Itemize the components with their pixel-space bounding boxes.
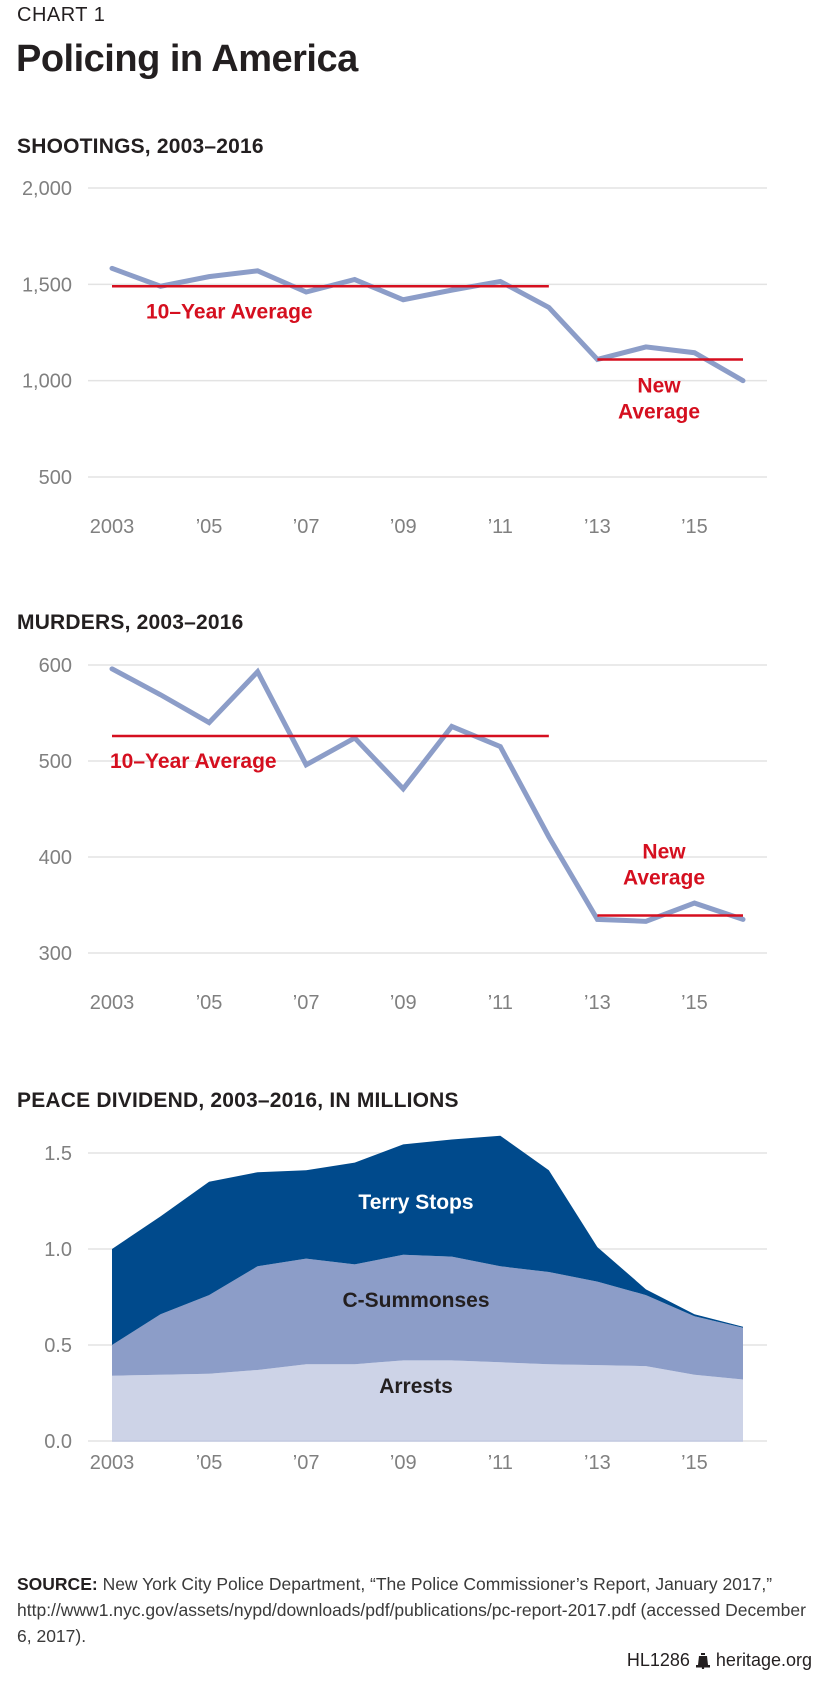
- shootings-chart: 2,000 1,500 1,000 500 2003 ’05 ’07 ’09 ’11 ’13 ’15…: [22, 178, 767, 538]
- source-note: SOURCE: New York City Police Department,…: [17, 1571, 807, 1649]
- arrests-label: Arrests: [379, 1375, 453, 1398]
- x-tick-label: ’11: [488, 1452, 513, 1474]
- series-line: [109, 265, 746, 384]
- x-tick-label: ’05: [196, 1452, 223, 1474]
- chart-eyebrow: CHART 1: [17, 4, 106, 26]
- y-tick-label: 600: [39, 655, 72, 677]
- ten-year-average-label: 10–Year Average: [110, 750, 277, 773]
- murders-chart: 600 500 400 300 2003 ’05 ’07 ’09 ’11 ’13 ’15 10–Yea…: [39, 655, 767, 1014]
- y-tick-label: 1,000: [22, 371, 72, 393]
- new-average-label-line: New: [637, 374, 681, 397]
- x-tick-label: ’11: [488, 516, 513, 538]
- c-summonses-area: [112, 1254, 743, 1380]
- x-tick-label: 2003: [90, 1452, 135, 1474]
- page-title: Policing in America: [16, 38, 358, 80]
- y-tick-label: 0.0: [44, 1431, 72, 1453]
- x-tick-label: ’09: [390, 516, 417, 538]
- murders-chart-title: MURDERS, 2003–2016: [17, 611, 244, 634]
- shootings-chart-title: SHOOTINGS, 2003–2016: [17, 135, 264, 158]
- x-tick-label: ’09: [390, 992, 417, 1014]
- new-average-label-line: Average: [618, 400, 700, 423]
- y-tick-label: 1,500: [22, 274, 72, 296]
- source-label: SOURCE:: [17, 1574, 98, 1594]
- x-tick-label: ’07: [293, 992, 320, 1014]
- report-code: HL1286: [626, 1650, 690, 1670]
- y-tick-label: 500: [39, 467, 72, 489]
- arrests-area: [112, 1360, 743, 1441]
- x-tick-label: 2003: [90, 516, 135, 538]
- x-tick-label: 2003: [90, 992, 135, 1014]
- x-tick-label: ’07: [293, 1452, 320, 1474]
- x-tick-label: ’07: [293, 516, 320, 538]
- peace-dividend-chart: 1.5 1.0 0.5 0.0 2003 ’05 ’07 ’09 ’11 ’13 ’15 Terry …: [44, 1135, 767, 1474]
- peace-dividend-chart-title: PEACE DIVIDEND, 2003–2016, IN MILLIONS: [17, 1089, 459, 1112]
- footer: HL1286 heritage.org: [627, 1650, 812, 1671]
- new-average-label: New Average: [618, 374, 700, 423]
- y-tick-label: 300: [39, 943, 72, 965]
- y-tick-label: 0.5: [44, 1335, 72, 1357]
- y-tick-label: 500: [39, 751, 72, 773]
- x-tick-label: ’09: [390, 1452, 417, 1474]
- x-tick-label: ’13: [584, 1452, 611, 1474]
- terry-stops-area: [112, 1135, 743, 1345]
- x-tick-label: ’15: [681, 516, 708, 538]
- new-average-label: New Average: [623, 841, 705, 890]
- x-tick-label: ’15: [681, 1452, 708, 1474]
- x-tick-label: ’13: [584, 516, 611, 538]
- y-tick-label: 2,000: [22, 178, 72, 200]
- source-text: New York City Police Department, “The Po…: [17, 1574, 806, 1646]
- x-tick-label: ’05: [196, 516, 223, 538]
- c-summonses-label: C-Summonses: [342, 1289, 489, 1312]
- x-tick-label: ’05: [196, 992, 223, 1014]
- x-tick-label: ’13: [584, 992, 611, 1014]
- ten-year-average-label: 10–Year Average: [146, 300, 313, 323]
- x-tick-label: ’15: [681, 992, 708, 1014]
- new-average-label-line: Average: [623, 867, 705, 890]
- new-average-label-line: New: [642, 841, 686, 864]
- site-link[interactable]: heritage.org: [715, 1650, 812, 1670]
- y-tick-label: 1.0: [44, 1239, 72, 1261]
- y-tick-label: 400: [39, 847, 72, 869]
- y-tick-label: 1.5: [44, 1143, 72, 1165]
- terry-stops-label: Terry Stops: [358, 1191, 473, 1214]
- series-line: [109, 666, 746, 924]
- x-tick-label: ’11: [488, 992, 513, 1014]
- liberty-bell-icon: [695, 1652, 710, 1669]
